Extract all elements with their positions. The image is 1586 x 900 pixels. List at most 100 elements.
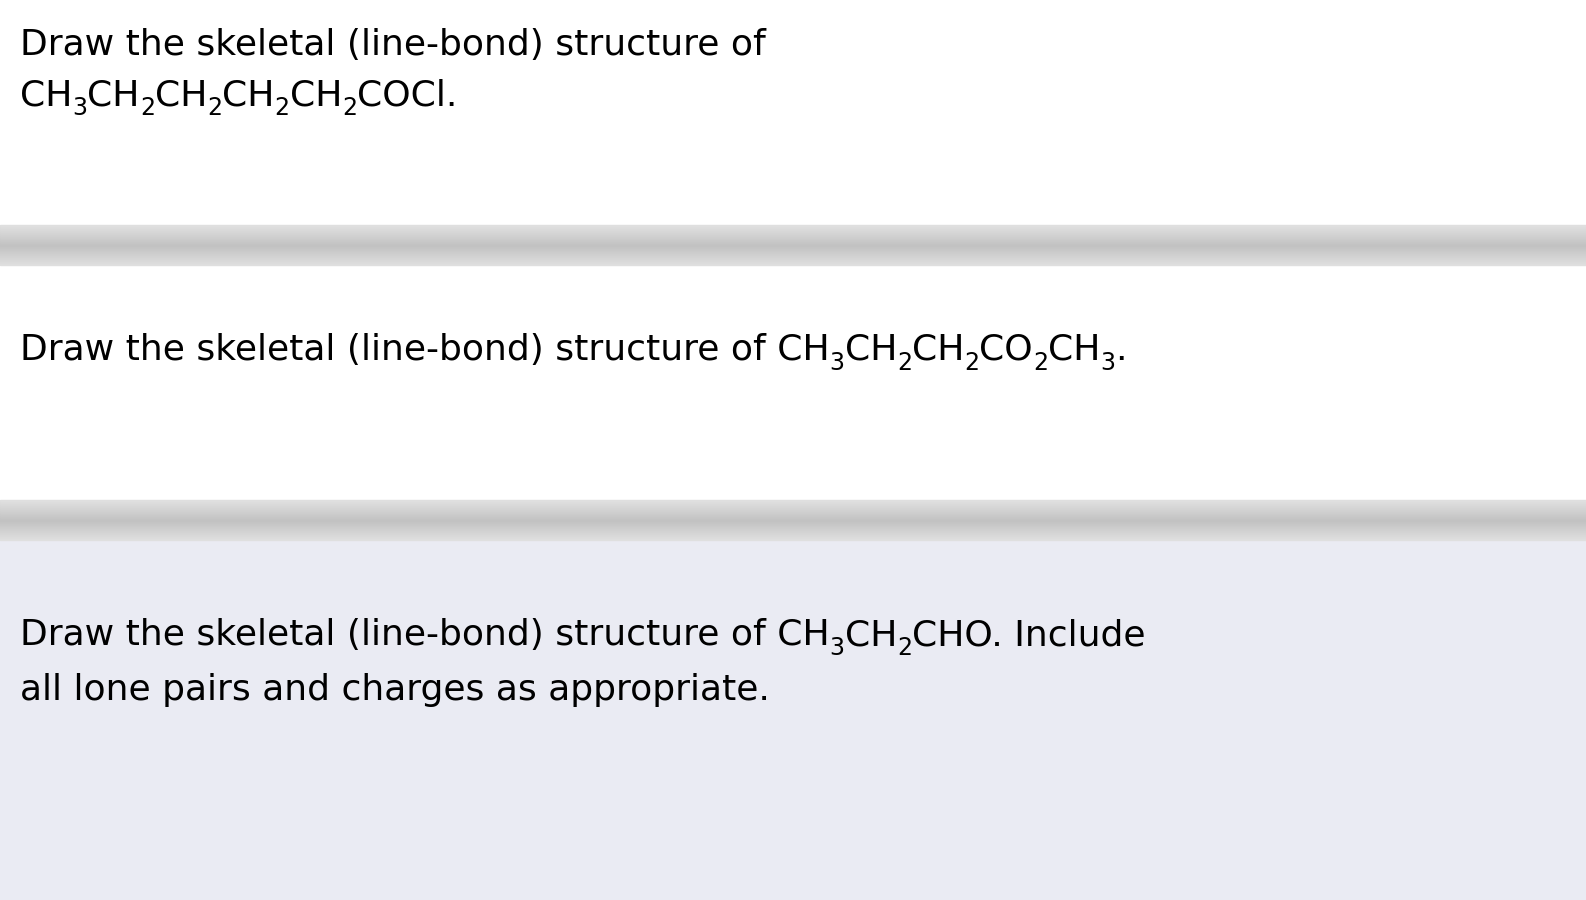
Bar bbox=[0, 514, 1586, 515]
Bar bbox=[0, 258, 1586, 259]
Bar bbox=[0, 235, 1586, 236]
Bar bbox=[0, 534, 1586, 535]
Bar bbox=[0, 518, 1586, 519]
Bar bbox=[0, 520, 1586, 521]
Bar bbox=[0, 264, 1586, 265]
Bar bbox=[0, 246, 1586, 247]
Text: CO: CO bbox=[980, 333, 1032, 367]
Text: 2: 2 bbox=[343, 96, 357, 120]
Bar bbox=[0, 523, 1586, 524]
Text: 3: 3 bbox=[829, 351, 845, 375]
Bar bbox=[0, 229, 1586, 230]
Bar bbox=[0, 262, 1586, 263]
Bar bbox=[0, 526, 1586, 527]
Bar bbox=[0, 257, 1586, 258]
Text: CH: CH bbox=[1048, 333, 1101, 367]
Bar bbox=[0, 533, 1586, 534]
Bar bbox=[0, 243, 1586, 244]
Bar bbox=[0, 519, 1586, 520]
Bar bbox=[0, 265, 1586, 500]
Bar bbox=[0, 536, 1586, 537]
Bar bbox=[0, 242, 1586, 243]
Text: CHO. Include: CHO. Include bbox=[912, 618, 1145, 652]
Text: CH: CH bbox=[155, 78, 208, 112]
Bar bbox=[0, 254, 1586, 255]
Bar bbox=[0, 236, 1586, 237]
Bar bbox=[0, 244, 1586, 245]
Text: CH: CH bbox=[222, 78, 274, 112]
Text: 2: 2 bbox=[964, 351, 980, 375]
Bar bbox=[0, 529, 1586, 530]
Bar bbox=[0, 245, 1586, 246]
Bar bbox=[0, 237, 1586, 238]
Text: .: . bbox=[1115, 333, 1128, 367]
Bar bbox=[0, 231, 1586, 232]
Bar bbox=[0, 525, 1586, 526]
Bar bbox=[0, 511, 1586, 512]
Bar bbox=[0, 508, 1586, 509]
Bar bbox=[0, 503, 1586, 504]
Bar bbox=[0, 238, 1586, 239]
Text: COCl.: COCl. bbox=[357, 78, 457, 112]
Bar bbox=[0, 239, 1586, 240]
Text: CH: CH bbox=[290, 78, 343, 112]
Text: CH: CH bbox=[845, 333, 898, 367]
Bar bbox=[0, 537, 1586, 538]
Bar bbox=[0, 233, 1586, 234]
Bar bbox=[0, 260, 1586, 261]
Text: 2: 2 bbox=[208, 96, 222, 120]
Bar bbox=[0, 234, 1586, 235]
Text: Draw the skeletal (line-bond) structure of: Draw the skeletal (line-bond) structure … bbox=[21, 28, 766, 62]
Text: CH: CH bbox=[21, 78, 73, 112]
Text: 3: 3 bbox=[73, 96, 87, 120]
Bar bbox=[0, 540, 1586, 900]
Bar bbox=[0, 255, 1586, 256]
Text: 2: 2 bbox=[140, 96, 155, 120]
Bar bbox=[0, 232, 1586, 233]
Bar bbox=[0, 228, 1586, 229]
Bar bbox=[0, 256, 1586, 257]
Text: 2: 2 bbox=[898, 351, 912, 375]
Text: 2: 2 bbox=[898, 636, 912, 660]
Bar bbox=[0, 227, 1586, 228]
Bar bbox=[0, 263, 1586, 264]
Bar bbox=[0, 527, 1586, 528]
Bar bbox=[0, 249, 1586, 250]
Text: CH: CH bbox=[87, 78, 140, 112]
Bar bbox=[0, 230, 1586, 231]
Bar bbox=[0, 251, 1586, 252]
Bar bbox=[0, 530, 1586, 531]
Bar bbox=[0, 225, 1586, 226]
Bar bbox=[0, 515, 1586, 516]
Bar bbox=[0, 516, 1586, 517]
Bar bbox=[0, 531, 1586, 532]
Bar bbox=[0, 539, 1586, 540]
Text: 3: 3 bbox=[1101, 351, 1115, 375]
Bar bbox=[0, 253, 1586, 254]
Bar bbox=[0, 509, 1586, 510]
Bar bbox=[0, 502, 1586, 503]
Bar bbox=[0, 250, 1586, 251]
Text: Draw the skeletal (line-bond) structure of CH: Draw the skeletal (line-bond) structure … bbox=[21, 618, 829, 652]
Bar bbox=[0, 261, 1586, 262]
Text: 2: 2 bbox=[274, 96, 290, 120]
Bar bbox=[0, 507, 1586, 508]
Bar bbox=[0, 252, 1586, 253]
Bar bbox=[0, 506, 1586, 507]
Bar bbox=[0, 522, 1586, 523]
Bar bbox=[0, 532, 1586, 533]
Text: 3: 3 bbox=[829, 636, 845, 660]
Text: 2: 2 bbox=[1032, 351, 1048, 375]
Bar bbox=[0, 241, 1586, 242]
Bar bbox=[0, 259, 1586, 260]
Bar bbox=[0, 517, 1586, 518]
Bar bbox=[0, 501, 1586, 502]
Bar bbox=[0, 521, 1586, 522]
Bar bbox=[0, 512, 1586, 513]
Bar bbox=[0, 226, 1586, 227]
Text: CH: CH bbox=[845, 618, 898, 652]
Bar bbox=[0, 504, 1586, 505]
Bar bbox=[0, 505, 1586, 506]
Bar bbox=[0, 0, 1586, 265]
Bar bbox=[0, 248, 1586, 249]
